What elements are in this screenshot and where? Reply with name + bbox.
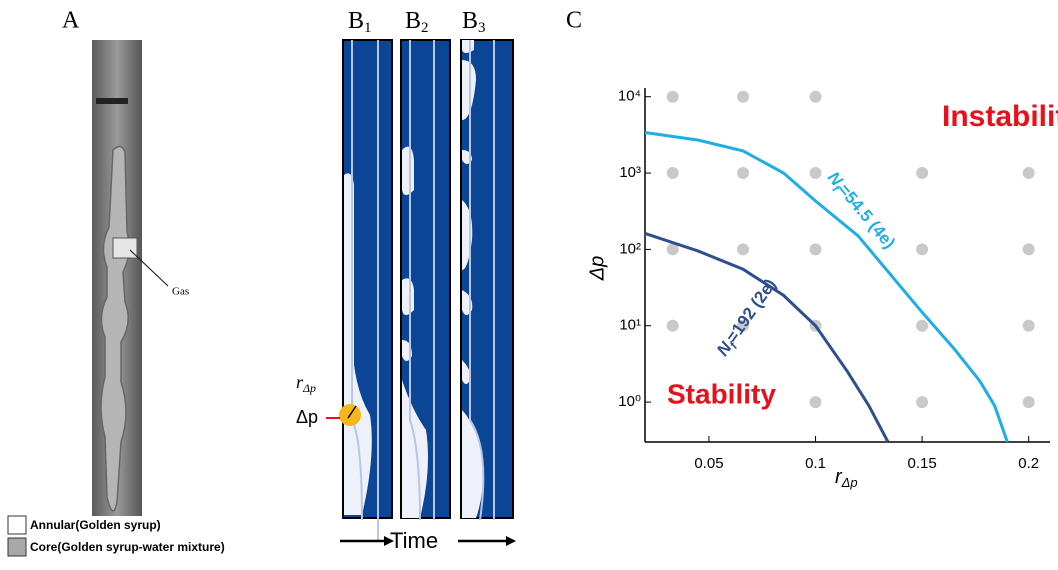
panel-label: A — [62, 8, 80, 34]
annotation: Δp — [296, 407, 318, 427]
grid-point — [737, 319, 750, 332]
annotation-arrow — [129, 249, 169, 287]
x-tick-label: 0.05 — [694, 455, 723, 472]
annotation: rΔp — [296, 372, 316, 395]
curve-label: Nf=54.5 (4e) — [821, 168, 898, 254]
legend-swatch — [7, 537, 27, 557]
x-axis-label-sub: Δp — [841, 475, 858, 490]
panel-label: B2 — [405, 8, 429, 37]
annotation: Gas — [172, 286, 189, 298]
x-axis-label: rΔp — [835, 466, 858, 490]
curve — [644, 130, 1009, 443]
grid-point — [737, 167, 750, 180]
grid-point — [916, 319, 929, 332]
curve-label-text: =54.5 (4e) — [834, 181, 899, 253]
grid-point — [666, 319, 679, 332]
y-tick-label: 10² — [619, 240, 641, 257]
y-tick-label: 10³ — [619, 164, 641, 181]
panel-label: B1 — [348, 8, 372, 37]
y-tick-label: 10¹ — [619, 317, 641, 334]
time-arrow — [506, 536, 516, 546]
grid-point — [737, 90, 750, 103]
curve-label: Nf=192 (2e) — [713, 276, 782, 362]
time-arrow — [384, 536, 394, 546]
panel-label: C — [566, 8, 582, 34]
grid-point — [1022, 396, 1035, 409]
photo — [92, 40, 142, 516]
grid-point — [1022, 243, 1035, 256]
x-axis-label-base: r — [835, 466, 843, 488]
grid-point — [666, 90, 679, 103]
curve — [644, 231, 890, 443]
grid-point — [1022, 319, 1035, 332]
time-label: Time — [390, 528, 438, 553]
y-axis-label: Δp — [586, 256, 608, 282]
grid-point — [809, 243, 822, 256]
y-tick-label: 10⁴ — [618, 88, 641, 105]
grid-point — [1022, 167, 1035, 180]
grid-point — [809, 167, 822, 180]
grid-point — [809, 396, 822, 409]
grid-point — [809, 90, 822, 103]
radius-arrow — [347, 405, 357, 419]
panel-label: B3 — [462, 8, 486, 37]
grid-point — [916, 167, 929, 180]
grid-point — [916, 243, 929, 256]
x-tick-label: 0.15 — [908, 455, 937, 472]
x-tick-label: 0.2 — [1018, 455, 1039, 472]
simulation-columns — [342, 39, 514, 540]
region-label: Instability — [942, 100, 1058, 133]
y-tick-label: 10⁰ — [618, 393, 641, 410]
curve-label-text: =192 (2e) — [723, 276, 781, 347]
region-label: Stability — [667, 378, 776, 409]
grid-point — [666, 167, 679, 180]
grid-point — [666, 243, 679, 256]
legend-swatch — [7, 515, 27, 535]
legend-text: Annular(Golden syrup) — [30, 518, 161, 532]
grid-point — [916, 396, 929, 409]
legend-text: Core(Golden syrup-water mixture) — [30, 540, 225, 554]
grid-point — [737, 243, 750, 256]
x-tick-label: 0.1 — [805, 455, 826, 472]
